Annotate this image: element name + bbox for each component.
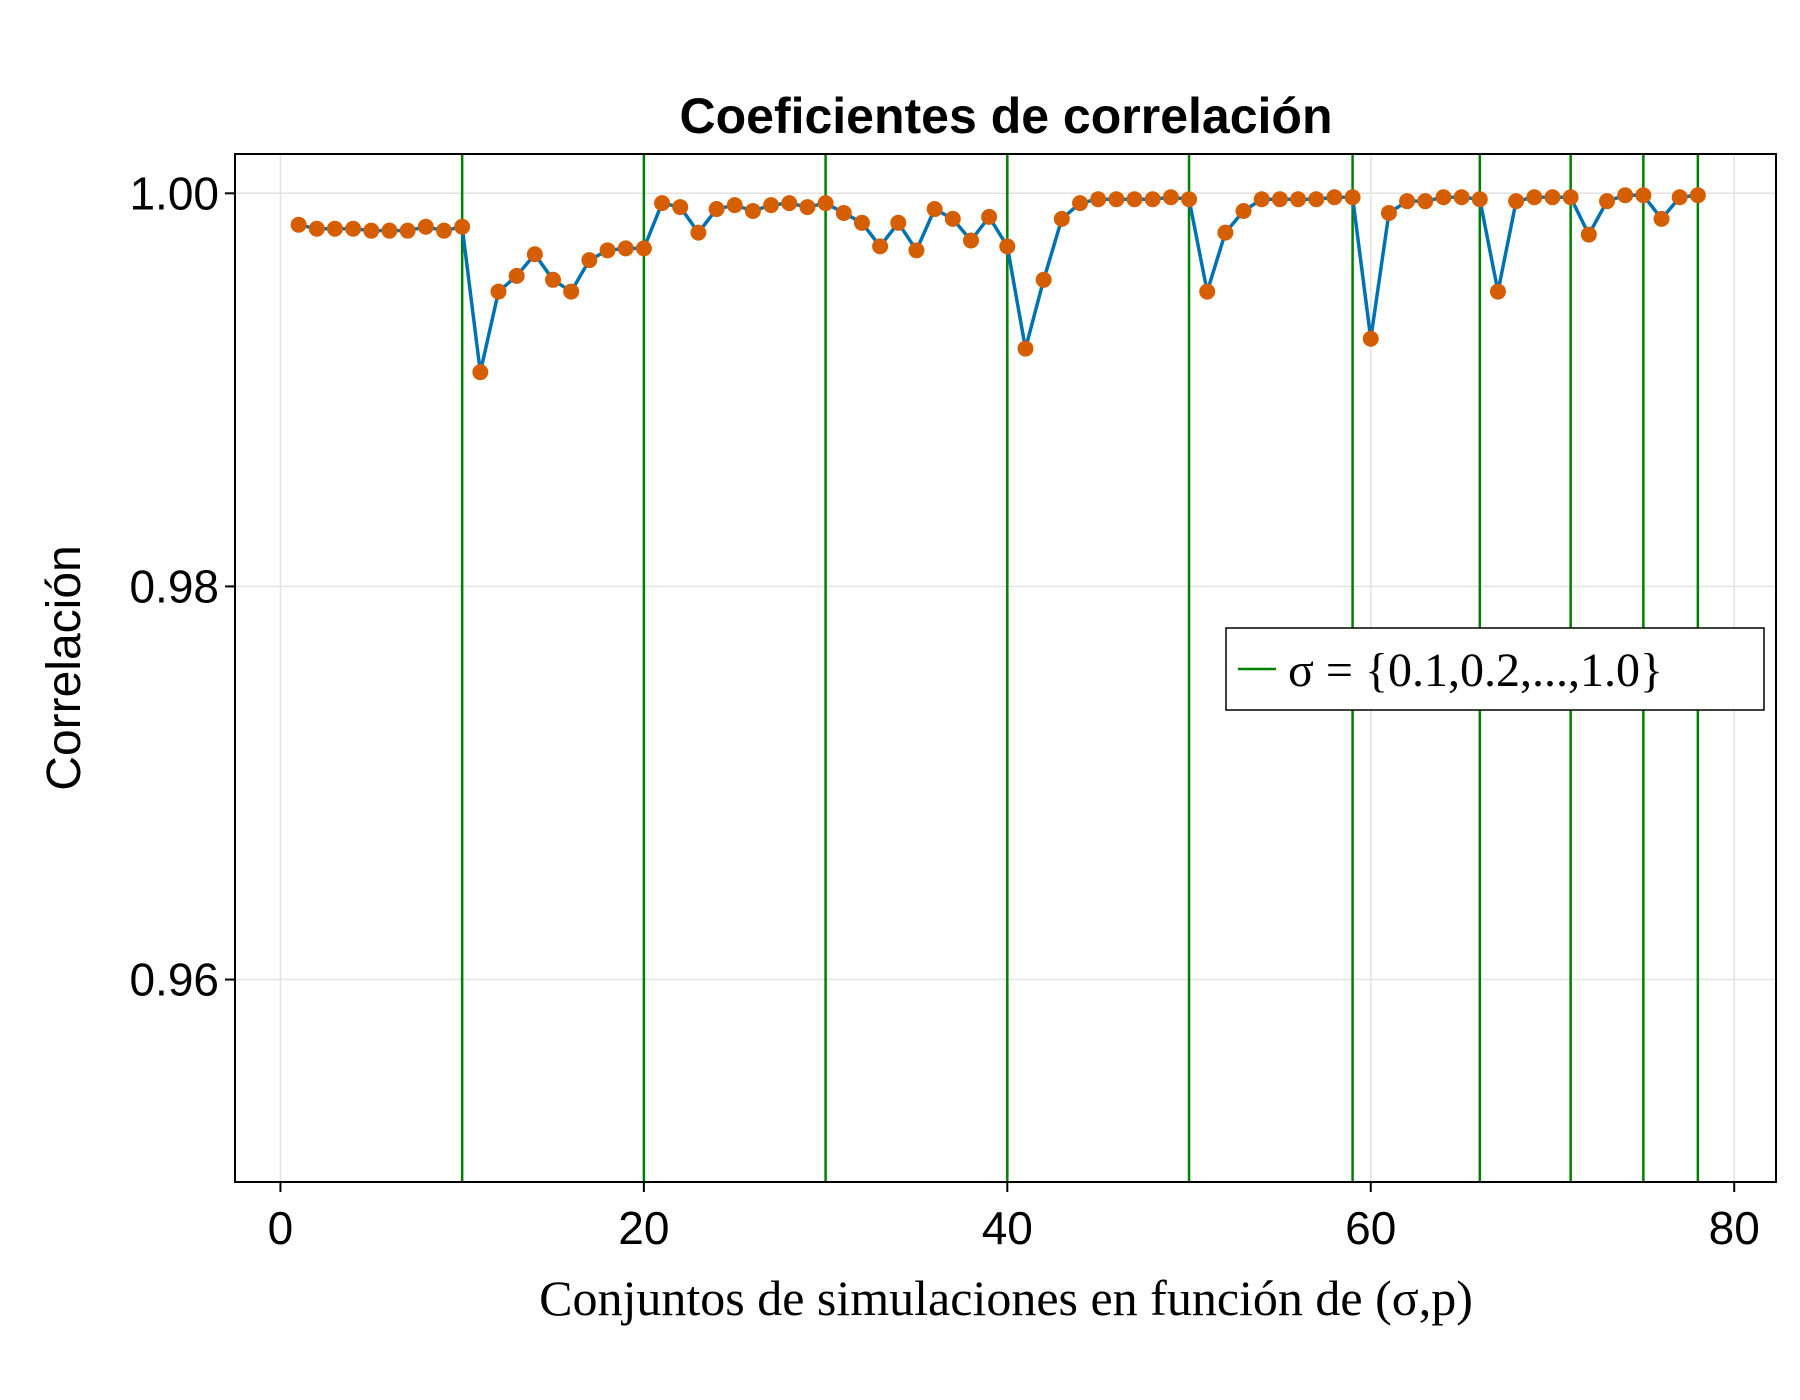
data-point bbox=[635, 240, 652, 257]
data-point bbox=[599, 242, 616, 259]
data-point bbox=[1489, 283, 1506, 300]
data-point bbox=[890, 214, 907, 231]
data-point bbox=[1072, 195, 1089, 212]
data-point bbox=[308, 220, 325, 237]
data-point bbox=[1181, 191, 1198, 208]
data-point bbox=[1253, 191, 1270, 208]
data-point bbox=[853, 214, 870, 231]
data-point bbox=[1508, 193, 1525, 210]
x-tick-label: 60 bbox=[1345, 1202, 1396, 1254]
data-point bbox=[1689, 187, 1706, 204]
x-tick-label: 0 bbox=[268, 1202, 294, 1254]
data-point bbox=[1562, 189, 1579, 206]
data-point bbox=[1526, 189, 1543, 206]
data-point bbox=[817, 195, 834, 212]
data-point bbox=[1271, 191, 1288, 208]
data-point bbox=[617, 240, 634, 257]
data-point bbox=[1580, 226, 1597, 243]
x-axis-label: Conjuntos de simulaciones en función de … bbox=[539, 1270, 1473, 1326]
tick-layer: 0 20 40 60 80 0.96 0.98 1.00 bbox=[129, 167, 1759, 1254]
x-tick-label: 40 bbox=[982, 1202, 1033, 1254]
data-point bbox=[545, 271, 562, 288]
legend-label: σ = {0.1,0.2,...,1.0} bbox=[1288, 644, 1663, 697]
data-point bbox=[1617, 187, 1634, 204]
data-point bbox=[926, 201, 943, 218]
data-point bbox=[1471, 191, 1488, 208]
y-tick-label: 1.00 bbox=[129, 167, 219, 219]
data-point bbox=[1362, 330, 1379, 347]
data-point bbox=[1235, 203, 1252, 220]
data-point bbox=[1199, 283, 1216, 300]
data-point bbox=[1308, 191, 1325, 208]
data-point bbox=[345, 220, 362, 237]
data-point bbox=[417, 218, 434, 235]
data-point bbox=[1380, 204, 1397, 221]
data-point bbox=[1399, 193, 1416, 210]
data-point bbox=[1326, 189, 1343, 206]
data-point bbox=[726, 197, 743, 214]
data-point bbox=[1217, 224, 1234, 241]
data-point bbox=[581, 252, 598, 269]
data-point bbox=[1290, 191, 1307, 208]
data-point bbox=[1671, 189, 1688, 206]
data-point bbox=[1090, 191, 1107, 208]
data-point bbox=[508, 267, 525, 284]
y-axis-label: Correlación bbox=[38, 545, 91, 790]
data-point bbox=[1417, 193, 1434, 210]
data-point bbox=[454, 218, 471, 235]
plot-frame bbox=[234, 153, 1777, 1183]
data-point bbox=[1453, 189, 1470, 206]
legend: σ = {0.1,0.2,...,1.0} bbox=[1225, 627, 1765, 711]
data-point bbox=[399, 222, 416, 239]
data-point bbox=[999, 238, 1016, 255]
data-point bbox=[872, 238, 889, 255]
data-point bbox=[1035, 271, 1052, 288]
data-point bbox=[690, 224, 707, 241]
data-point bbox=[1344, 189, 1361, 206]
data-point bbox=[962, 232, 979, 249]
data-point bbox=[1017, 340, 1034, 357]
data-point bbox=[381, 222, 398, 239]
data-point bbox=[1598, 193, 1615, 210]
data-point bbox=[1162, 189, 1179, 206]
data-point bbox=[799, 199, 816, 216]
data-point bbox=[781, 195, 798, 212]
data-point bbox=[1144, 191, 1161, 208]
series-layer bbox=[290, 187, 1706, 381]
data-point bbox=[1126, 191, 1143, 208]
data-point bbox=[835, 204, 852, 221]
data-point bbox=[1435, 189, 1452, 206]
data-point bbox=[944, 210, 961, 227]
data-point bbox=[1653, 210, 1670, 227]
data-point bbox=[763, 197, 780, 214]
data-point bbox=[708, 201, 725, 218]
data-point bbox=[908, 242, 925, 259]
data-point bbox=[654, 195, 671, 212]
data-point bbox=[435, 222, 452, 239]
data-point bbox=[563, 283, 580, 300]
data-point bbox=[490, 283, 507, 300]
x-tick-label: 20 bbox=[618, 1202, 669, 1254]
data-point bbox=[1544, 189, 1561, 206]
data-point bbox=[981, 208, 998, 225]
data-point bbox=[472, 364, 489, 381]
data-point bbox=[744, 203, 761, 220]
x-tick-label: 80 bbox=[1709, 1202, 1760, 1254]
data-point bbox=[1108, 191, 1125, 208]
data-point bbox=[672, 199, 689, 216]
legend-box bbox=[1225, 627, 1765, 711]
data-point bbox=[290, 216, 307, 233]
y-tick-label: 0.98 bbox=[129, 560, 219, 612]
chart-title: Coeficientes de correlación bbox=[679, 88, 1332, 144]
data-point bbox=[1635, 187, 1652, 204]
y-tick-label: 0.96 bbox=[129, 954, 219, 1006]
data-point bbox=[526, 246, 543, 263]
data-point bbox=[1053, 210, 1070, 227]
data-point bbox=[363, 222, 380, 239]
data-point bbox=[326, 220, 343, 237]
